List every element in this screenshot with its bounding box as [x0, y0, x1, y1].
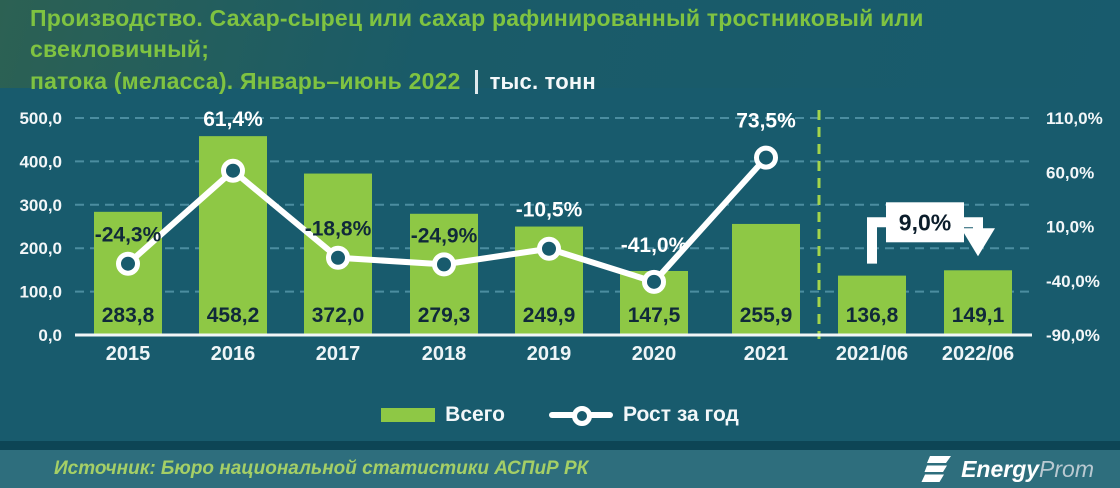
growth-annotation-label: 9,0%	[899, 209, 951, 235]
footer: Источник: Бюро национальной статистики А…	[0, 450, 1120, 488]
legend-growth-label: Рост за год	[622, 402, 739, 426]
right-axis-tick: 10,0%	[1046, 218, 1094, 237]
energyprom-logo: EnergyProm	[921, 455, 1094, 483]
bar-value-2022/06: 149,1	[952, 304, 1005, 327]
bar-value-2016: 458,2	[207, 304, 260, 327]
left-axis-tick: 300,0	[19, 196, 62, 215]
production-chart: 283,8 458,2 372,0 279,3 249,9 147,5 255,9 136,8…	[0, 88, 1120, 388]
x-label-2017: 2017	[316, 343, 361, 365]
growth-marker	[116, 251, 140, 276]
line-marker-ring	[571, 405, 592, 426]
growth-label-2019: -10,5%	[516, 199, 583, 222]
bar-value-2021: 255,9	[740, 304, 793, 327]
bar-2021	[732, 223, 800, 335]
x-label-2015: 2015	[106, 343, 151, 365]
left-axis-tick: 400,0	[19, 152, 62, 171]
growth-marker	[432, 252, 456, 277]
source-text: Источник: Бюро национальной статистики А…	[54, 458, 589, 479]
x-label-2021: 2021	[744, 343, 789, 365]
bar-2022/06	[944, 270, 1012, 335]
x-label-2021/06: 2021/06	[836, 343, 908, 365]
growth-marker	[221, 158, 245, 183]
bar-value-2017: 372,0	[312, 304, 365, 327]
legend-item-growth: Рост за год	[548, 402, 739, 427]
logo-text-light: Prom	[1039, 455, 1094, 482]
growth-label-2021: 73,5%	[736, 110, 796, 133]
page-title-line1: Производство. Сахар-сырец или сахар рафи…	[30, 5, 924, 63]
right-axis-tick: -90,0%	[1046, 326, 1100, 345]
growth-marker	[754, 145, 778, 170]
growth-annotation-box	[886, 202, 964, 243]
footer-divider	[0, 441, 1120, 450]
right-axis-tick: -40,0%	[1046, 272, 1100, 291]
bar-value-2020: 147,5	[628, 304, 681, 327]
left-axis-tick: 0,0	[38, 326, 62, 345]
title-divider	[474, 69, 478, 94]
legend: Всего Рост за год	[0, 388, 1120, 441]
right-axis-tick: 110,0%	[1046, 109, 1103, 128]
right-axis-tick: 60,0%	[1046, 163, 1094, 182]
growth-arrow-head	[961, 228, 995, 257]
x-label-2018: 2018	[422, 343, 467, 365]
header: Производство. Сахар-сырец или сахар рафи…	[0, 0, 1120, 94]
legend-total-label: Всего	[445, 402, 505, 426]
x-label-2016: 2016	[211, 343, 256, 365]
left-axis-tick: 200,0	[19, 239, 62, 258]
left-axis-tick: 100,0	[19, 283, 62, 302]
units-label: тыс. тонн	[489, 68, 596, 94]
left-axis-tick: 500,0	[19, 109, 62, 128]
x-label-2022/06: 2022/06	[942, 343, 1014, 365]
growth-marker	[326, 245, 350, 270]
bar-value-2019: 249,9	[523, 304, 576, 327]
x-label-2020: 2020	[632, 343, 677, 365]
energyprom-icon	[921, 456, 952, 482]
growth-label-2017: -18,8%	[305, 218, 372, 241]
x-label-2019: 2019	[527, 343, 572, 365]
growth-marker	[642, 269, 666, 294]
growth-label-2016: 61,4%	[203, 108, 263, 131]
bar-value-2021/06: 136,8	[846, 304, 899, 327]
growth-label-2020: -41,0%	[621, 234, 688, 257]
bar-swatch-icon	[381, 407, 436, 422]
growth-marker	[537, 236, 561, 261]
page-title-line2: патока (меласса). Январь–июнь 2022 тыс. т…	[30, 66, 1092, 97]
growth-label-2018: -24,9%	[411, 224, 478, 247]
bar-2021/06	[838, 275, 906, 335]
growth-label-2015: -24,3%	[95, 224, 162, 247]
legend-item-total: Всего	[381, 403, 505, 427]
chart-canvas: 283,8 458,2 372,0 279,3 249,9 147,5 255,9 136,8…	[19, 108, 1103, 365]
line-marker-icon	[548, 405, 613, 426]
page-title-line2-text: патока (меласса). Январь–июнь 2022	[30, 67, 461, 94]
bar-value-2018: 279,3	[418, 304, 471, 327]
bar-value-2015: 283,8	[102, 304, 155, 327]
logo-text-bold: Energy	[961, 455, 1040, 482]
